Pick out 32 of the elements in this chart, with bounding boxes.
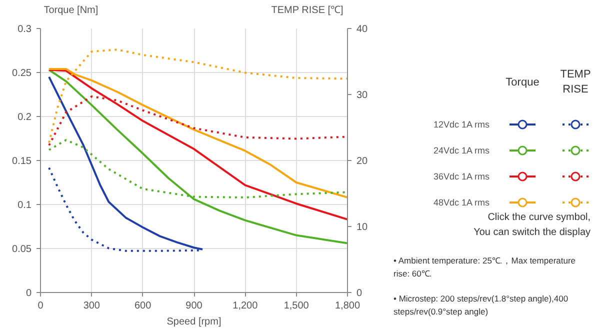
x-tick-label: 1,500 xyxy=(284,300,310,312)
y-axis-title: Torque [Nm] xyxy=(44,5,98,16)
y-tick-label: 0.15 xyxy=(12,156,32,167)
text: • Ambient temperature: 25℃.，Max temperature rise: 60℃. xyxy=(394,256,576,278)
y-tick-label: 0.1 xyxy=(18,200,32,211)
text: TEMP RISE xyxy=(560,68,591,96)
y-tick-label: 0.05 xyxy=(12,244,32,255)
y2-axis-title: TEMP RISE [℃] xyxy=(271,5,344,16)
y2-tick-label: 0 xyxy=(356,288,362,299)
y-tick-label: 0 xyxy=(26,288,32,299)
y-tick-label: 0.25 xyxy=(12,68,32,79)
y-tick-label: 0.2 xyxy=(18,112,32,123)
text: • Microstep: 200 steps/rev(1.8°step angle),400 steps/rev(0.9°step angle) xyxy=(394,294,568,316)
legend-label: 48Vdc 1A rms xyxy=(434,198,490,208)
text: Torque xyxy=(506,76,540,88)
y2-tick-label: 40 xyxy=(356,24,368,35)
y-tick-label: 0.3 xyxy=(18,24,32,35)
x-axis-title: Speed [rpm] xyxy=(166,316,222,328)
x-tick-label: 1,200 xyxy=(232,300,258,312)
x-tick-label: 600 xyxy=(134,300,152,312)
y2-tick-label: 30 xyxy=(356,90,368,101)
legend-label: 12Vdc 1A rms xyxy=(434,120,490,130)
y2-tick-label: 10 xyxy=(356,222,368,233)
x-tick-label: 1,800 xyxy=(334,300,360,312)
legend-label: 24Vdc 1A rms xyxy=(434,146,490,156)
x-tick-label: 0 xyxy=(38,300,44,312)
x-tick-label: 300 xyxy=(83,300,100,312)
text: Click the curve symbol, xyxy=(488,212,591,223)
x-tick-label: 900 xyxy=(186,300,203,312)
text: You can switch the display xyxy=(474,227,591,238)
y2-tick-label: 20 xyxy=(356,156,368,167)
legend-label: 36Vdc 1A rms xyxy=(434,172,490,182)
